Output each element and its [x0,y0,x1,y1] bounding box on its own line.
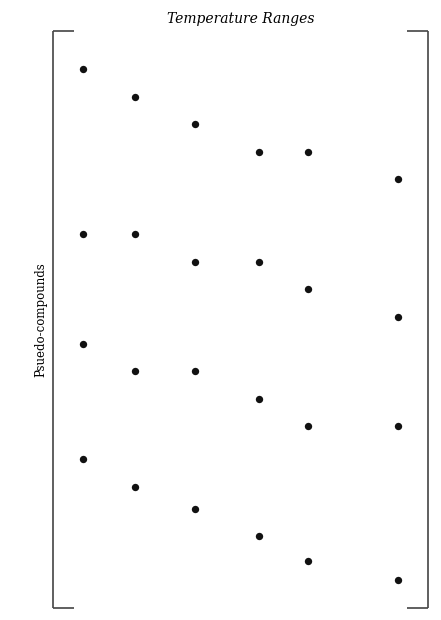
Point [304,147,311,157]
Point [255,394,262,404]
Point [304,422,311,432]
Point [192,504,199,514]
Point [192,120,199,130]
Point [79,229,86,239]
Point [304,556,311,566]
Point [132,92,139,102]
Point [132,366,139,376]
Point [255,257,262,267]
Point [192,366,199,376]
Point [394,575,401,585]
Point [132,229,139,239]
Point [79,454,86,464]
Point [394,422,401,432]
Y-axis label: Psuedo-compounds: Psuedo-compounds [34,262,47,377]
Point [79,64,86,74]
Point [394,174,401,184]
Point [132,482,139,492]
Point [79,339,86,349]
Point [255,147,262,157]
Point [304,284,311,294]
Point [255,531,262,541]
Point [192,257,199,267]
Title: Temperature Ranges: Temperature Ranges [167,12,314,25]
Point [394,312,401,322]
